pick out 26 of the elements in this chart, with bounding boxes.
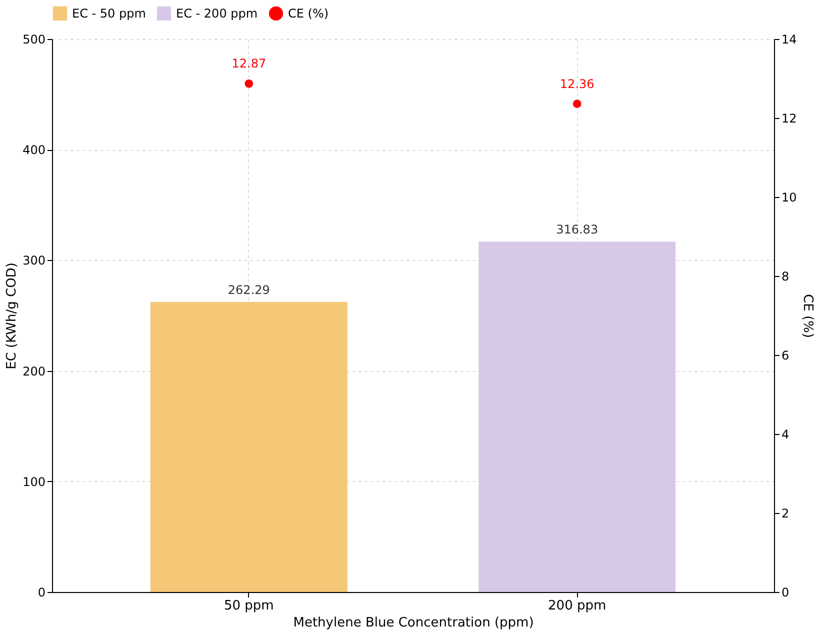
legend-label: EC - 200 ppm <box>176 6 258 20</box>
y2-axis-title: CE (%) <box>800 294 815 338</box>
y2-tick-label: 12 <box>782 112 797 126</box>
data-label: 12.87 <box>232 56 266 71</box>
y-axis-title: EC (KWh/g COD) <box>4 262 20 370</box>
y2-tick-label: 6 <box>782 348 790 362</box>
x-axis-title: Methylene Blue Concentration (ppm) <box>293 616 534 630</box>
data-label: 316.83 <box>556 222 598 237</box>
y-tick-label: 300 <box>22 254 46 268</box>
y2-tick-label: 0 <box>782 586 790 600</box>
y2-tick-label: 14 <box>782 32 797 46</box>
y2-tick-label: 8 <box>782 270 790 284</box>
y2-tick-label: 4 <box>782 428 790 442</box>
x-tick-label: 50 ppm <box>224 598 274 614</box>
y2-tick-label: 10 <box>782 190 797 204</box>
y-tick-label: 100 <box>22 474 46 489</box>
y-tick-label: 500 <box>22 32 46 46</box>
y-tick-label: 400 <box>22 143 46 158</box>
x-tick-label: 200 ppm <box>548 598 606 614</box>
data-label: 12.36 <box>560 76 594 91</box>
y-tick-label: 0 <box>38 586 46 600</box>
y-tick-label: 200 <box>22 364 46 378</box>
legend-label: CE (%) <box>288 6 329 20</box>
data-label: 262.29 <box>228 282 270 297</box>
legend-label: EC - 50 ppm <box>72 6 146 20</box>
y2-tick-label: 2 <box>782 506 790 520</box>
